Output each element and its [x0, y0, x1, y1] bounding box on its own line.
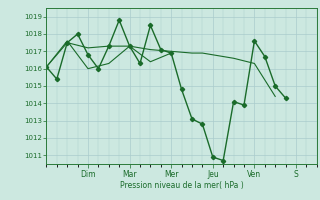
X-axis label: Pression niveau de la mer( hPa ): Pression niveau de la mer( hPa )	[120, 181, 244, 190]
